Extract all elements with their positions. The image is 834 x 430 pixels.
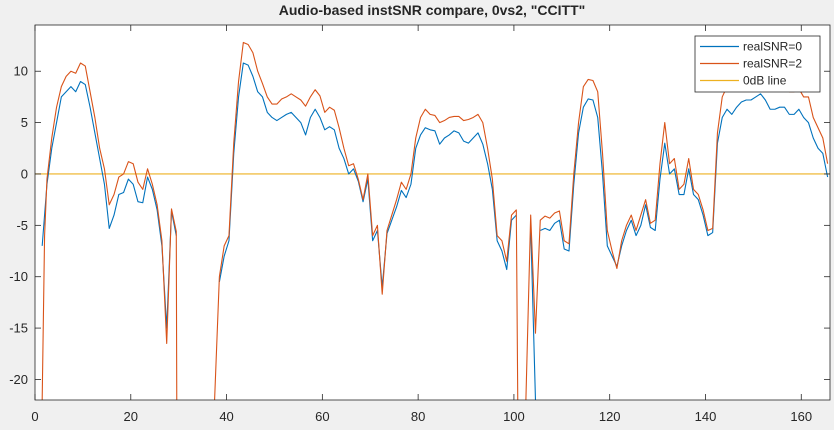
x-tick-label: 160 [790,409,812,424]
x-tick-label: 120 [599,409,621,424]
x-tick-label: 100 [503,409,525,424]
x-tick-label: 60 [315,409,329,424]
y-tick-label: -15 [9,321,28,336]
plot-frame [34,24,831,401]
x-tick-label: 80 [411,409,425,424]
y-axis: -20 -15 -10 -5 0 5 10 [9,64,830,387]
chart-title: Audio-based instSNR compare, 0vs2, "CCIT… [279,2,586,18]
x-tick-label: 40 [219,409,233,424]
x-axis: 0 20 40 60 80 100 120 140 160 [31,25,812,424]
y-tick-label: 0 [21,166,28,181]
series-layer [35,41,830,400]
x-tick-label: 20 [124,409,138,424]
y-tick-label: -20 [9,372,28,387]
legend-label: realSNR=0 [743,40,802,54]
x-tick-label: 140 [695,409,717,424]
legend-label: 0dB line [743,74,787,88]
legend-label: realSNR=2 [743,57,802,71]
x-tick-label: 0 [31,409,38,424]
y-tick-label: 10 [14,64,28,79]
y-tick-label: -5 [16,218,28,233]
y-tick-label: -10 [9,269,28,284]
legend: realSNR=0 realSNR=2 0dB line [694,35,821,93]
y-tick-label: 5 [21,115,28,130]
